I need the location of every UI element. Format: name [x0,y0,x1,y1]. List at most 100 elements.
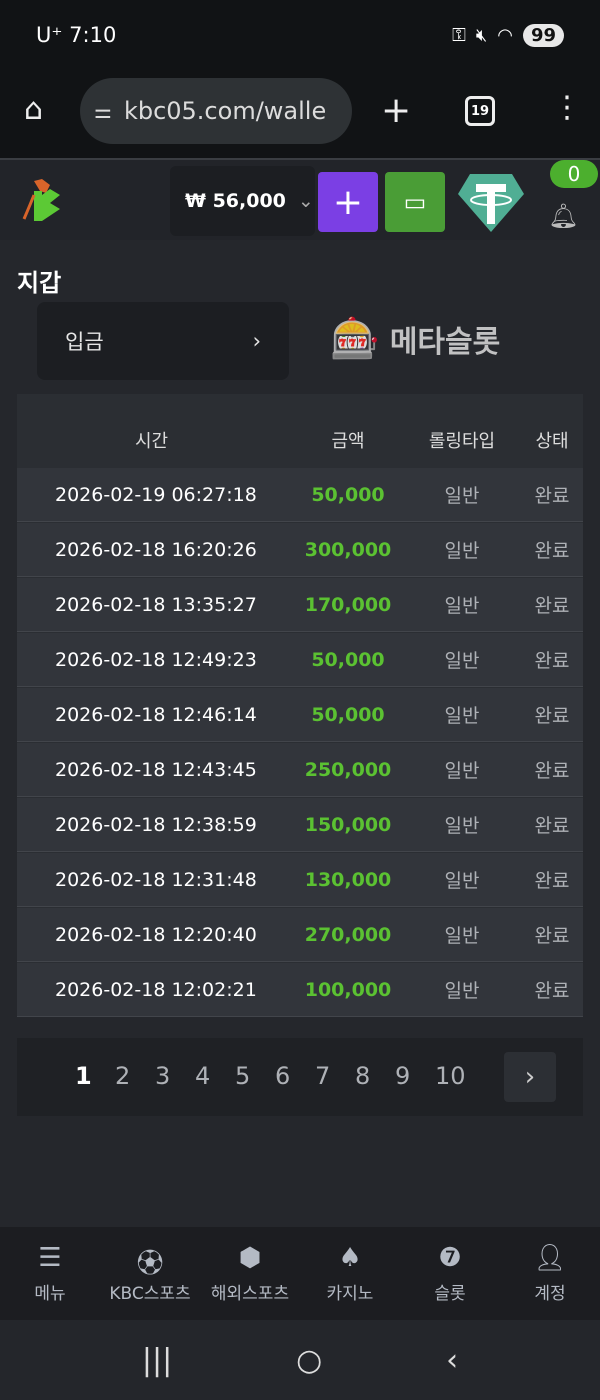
slot-machine-logo-icon: 🎰 [330,316,380,362]
row-amount: 100,000 [304,978,392,1001]
page-5[interactable]: 5 [235,1062,251,1090]
table-row: 2026-02-18 12:49:23 50,000 일반 완료 [17,633,583,687]
nav-item-0[interactable]: ☰ 메뉴 [0,1227,100,1320]
row-rolling-type: 일반 [444,650,480,672]
new-tab-icon[interactable]: + [381,90,412,131]
page-7[interactable]: 7 [315,1062,331,1090]
deposit-tab[interactable]: 입금 › [37,302,289,380]
tab-count-button[interactable]: 19 [465,96,495,126]
row-amount: 270,000 [304,923,392,946]
page-4[interactable]: 4 [195,1062,211,1090]
row-status: 완료 [534,485,570,507]
page-10[interactable]: 10 [435,1062,466,1090]
wifi-icon: ◠ [497,24,513,46]
bell-icon[interactable]: 🔔︎ [548,202,579,230]
battery: 99 [522,23,564,47]
row-time: 2026-02-18 12:20:40 [55,923,257,946]
column-rolling-type: 롤링타입 [428,431,496,452]
deposit-label: 입금 [65,330,104,354]
watermark: 🎰 메타슬롯 [330,315,500,362]
deposit-history-table: 시간 금액 롤링타입 상태 2026-02-19 06:27:18 50,000… [17,394,583,1017]
chevron-right-icon: › [252,329,261,353]
row-status: 완료 [534,650,570,672]
row-amount: 50,000 [311,648,385,671]
row-status: 완료 [534,870,570,892]
page-3[interactable]: 3 [155,1062,171,1090]
row-time: 2026-02-18 12:49:23 [55,648,257,671]
nav-item-1[interactable]: ⚽︎ KBC스포츠 [100,1227,200,1320]
row-time: 2026-02-18 12:31:48 [55,868,257,891]
row-rolling-type: 일반 [444,705,480,727]
row-status: 완료 [534,925,570,947]
url-bar[interactable]: ⚌ kbc05.com/walle [80,78,352,144]
row-status: 완료 [534,760,570,782]
home-circle-icon[interactable]: ○ [296,1342,323,1378]
row-rolling-type: 일반 [444,540,480,562]
row-status: 완료 [534,815,570,837]
row-rolling-type: 일반 [444,760,480,782]
page-6[interactable]: 6 [275,1062,291,1090]
balance-amount: ₩ 56,000 [185,190,286,212]
watermark-text: 메타슬롯 [389,324,501,360]
row-time: 2026-02-18 12:38:59 [55,813,257,836]
slot-7-icon: ❼ [438,1243,462,1273]
nav-item-4[interactable]: ❼ 슬롯 [400,1227,500,1320]
row-status: 완료 [534,980,570,1002]
nav-item-2[interactable]: ⬢ 해외스포츠 [200,1227,300,1320]
row-amount: 150,000 [304,813,392,836]
row-time: 2026-02-18 12:46:14 [55,703,257,726]
table-row: 2026-02-18 12:02:21 100,000 일반 완료 [17,963,583,1017]
table-row: 2026-02-18 12:31:48 130,000 일반 완료 [17,853,583,907]
column-amount: 금액 [331,431,365,452]
tether-icon[interactable] [458,172,524,232]
row-rolling-type: 일반 [444,980,480,1002]
deposit-plus-button[interactable]: + [318,172,378,232]
row-amount: 170,000 [304,593,392,616]
row-time: 2026-02-18 13:35:27 [55,593,257,616]
row-time: 2026-02-19 06:27:18 [55,483,257,506]
nav-label: 계정 [534,1284,566,1304]
cards-icon: ♠ [338,1243,362,1273]
row-time: 2026-02-18 12:02:21 [55,978,257,1001]
column-time: 시간 [135,431,169,452]
row-time: 2026-02-18 12:43:45 [55,758,257,781]
pagination: › 1 2 3 4 5 6 7 8 9 10 [17,1038,583,1116]
balance-dropdown[interactable]: ₩ 56,000 ⌄ [170,166,315,236]
site-settings-icon[interactable]: ⚌ [94,99,112,123]
more-menu-icon[interactable]: ⋮ [552,90,582,125]
nav-label: KBC스포츠 [109,1284,191,1304]
page-8[interactable]: 8 [355,1062,371,1090]
row-status: 완료 [534,540,570,562]
home-icon[interactable]: ⌂ [24,92,44,127]
menu-search-icon: ☰ [38,1243,62,1273]
clock: 7:10 [69,23,117,47]
table-header: 시간 금액 롤링타입 상태 [17,414,583,466]
nav-label: 카지노 [326,1284,374,1304]
status-bar: U⁺ 7:10 ⚿ 🔇︎ ◠ 99 [0,0,600,70]
bottom-nav: ☰ 메뉴 ⚽︎ KBC스포츠 ⬢ 해외스포츠 ♠ 카지노 ❼ 슬롯 👤︎ 계정 [0,1227,600,1320]
table-row: 2026-02-19 06:27:18 50,000 일반 완료 [17,468,583,522]
page-9[interactable]: 9 [395,1062,411,1090]
row-amount: 250,000 [304,758,392,781]
site-logo[interactable] [20,175,70,227]
back-icon[interactable]: ‹ [446,1342,459,1378]
page-1[interactable]: 1 [75,1062,92,1090]
row-rolling-type: 일반 [444,485,480,507]
nav-label: 슬롯 [434,1284,466,1304]
atm-cash-icon: ▭ [403,188,427,216]
nav-item-3[interactable]: ♠ 카지노 [300,1227,400,1320]
row-amount: 50,000 [311,703,385,726]
nav-label: 해외스포츠 [210,1284,290,1304]
row-rolling-type: 일반 [444,925,480,947]
withdraw-button[interactable]: ▭ [385,172,445,232]
nav-label: 메뉴 [34,1284,66,1304]
table-row: 2026-02-18 12:20:40 270,000 일반 완료 [17,908,583,962]
next-page-button[interactable]: › [504,1052,556,1102]
table-row: 2026-02-18 16:20:26 300,000 일반 완료 [17,523,583,577]
page-2[interactable]: 2 [115,1062,131,1090]
notification-badge: 0 [550,160,598,188]
recent-apps-icon[interactable]: ||| [141,1342,173,1378]
row-rolling-type: 일반 [444,815,480,837]
nav-item-5[interactable]: 👤︎ 계정 [500,1227,600,1320]
dice-icon: ⬢ [238,1243,262,1273]
